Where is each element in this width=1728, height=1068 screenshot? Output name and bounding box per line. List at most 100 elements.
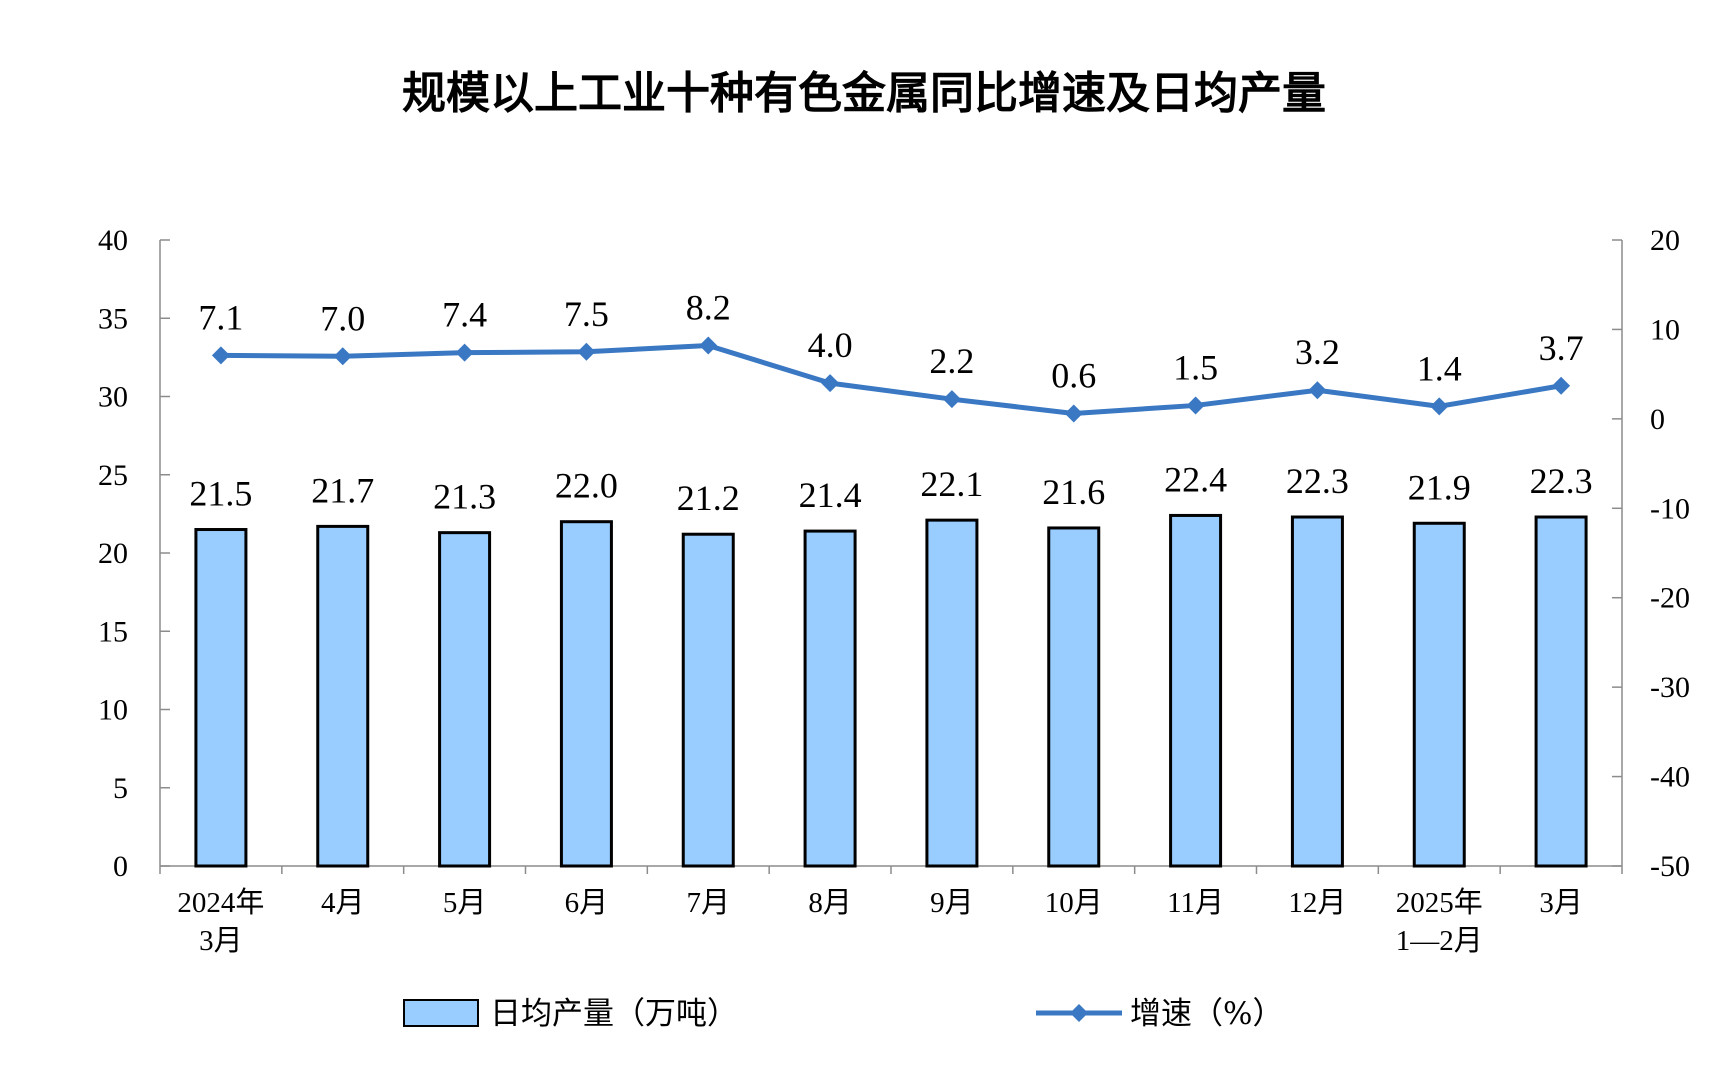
bar — [1169, 513, 1223, 868]
data-labels: 21.5 21.7 21.3 22.0 21.2 21.4 22.1 21.6 22.4 22.3… — [189, 288, 1592, 519]
bar-value-label: 21.9 — [1408, 467, 1471, 507]
right-axis-tick-label: 0 — [1650, 403, 1665, 436]
right-axis-tick-label: -50 — [1650, 850, 1690, 883]
right-axis-tick-label: -20 — [1650, 582, 1690, 615]
legend-bar-label: 日均产量（万吨） — [490, 996, 738, 1032]
line-value-label: 4.0 — [808, 325, 853, 365]
x-axis-category-line: 3月 — [199, 925, 243, 957]
left-axis-tick-label: 40 — [98, 224, 128, 257]
line-value-label: 3.2 — [1295, 332, 1340, 372]
line-value-label: 7.5 — [564, 294, 609, 334]
x-axis-category-line: 1—2月 — [1396, 925, 1483, 957]
x-axis-category-label: 6月 — [565, 887, 609, 919]
line-point-marker — [699, 336, 718, 355]
left-axis-tick-label: 0 — [113, 850, 128, 883]
bar-value-label: 21.2 — [677, 478, 740, 518]
line-series — [211, 336, 1571, 423]
x-axis-category-line: 4月 — [321, 887, 365, 919]
x-axis-category-label: 4月 — [321, 887, 365, 919]
line-point-marker — [821, 374, 840, 393]
right-axis-tick-label: -30 — [1650, 671, 1690, 704]
x-axis-category-label: 2024年 3月 — [177, 886, 264, 957]
bar-value-label: 21.6 — [1042, 472, 1105, 512]
x-axis-category-line: 10月 — [1045, 887, 1103, 919]
legend: 日均产量（万吨） 增速（%） — [403, 996, 1283, 1032]
bar — [316, 524, 370, 868]
x-axis-category-line: 9月 — [930, 887, 974, 919]
line-point-marker — [211, 346, 230, 365]
bar-value-label: 21.7 — [311, 470, 374, 510]
line-point-marker — [1186, 396, 1205, 415]
x-axis-category-label: 5月 — [443, 887, 487, 919]
x-axis-category-label: 12月 — [1288, 887, 1346, 919]
bar-series — [194, 513, 1588, 868]
bar — [438, 531, 492, 868]
axes: 0 5 10 15 20 25 30 35 40 -50 -40 -30 -20 -10 0 10 20 2024… — [98, 224, 1690, 957]
line-value-label: 0.6 — [1051, 355, 1096, 395]
line-value-label: 3.7 — [1539, 328, 1584, 368]
x-axis-category-line: 2024年 — [177, 886, 264, 919]
growth-line — [220, 343, 1562, 416]
left-axis-tick-label: 10 — [98, 694, 128, 727]
line-value-label: 1.5 — [1173, 347, 1218, 387]
line-value-label: 7.4 — [442, 295, 487, 335]
right-axis-tick-label: -40 — [1650, 761, 1690, 794]
legend-line-marker — [1070, 1004, 1088, 1022]
line-value-label: 2.2 — [929, 341, 974, 381]
x-axis-category-line: 6月 — [565, 887, 609, 919]
x-axis-category-label: 10月 — [1045, 887, 1103, 919]
x-axis-category-line: 11月 — [1167, 887, 1224, 919]
left-axis-tick-label: 30 — [98, 381, 128, 414]
line-point-marker — [577, 342, 596, 361]
bar — [925, 518, 979, 868]
right-axis-tick-label: -10 — [1650, 492, 1690, 525]
line-value-label: 8.2 — [686, 288, 731, 328]
line-point-marker — [455, 343, 474, 362]
bar — [803, 529, 857, 868]
left-axis-tick-label: 15 — [98, 615, 128, 648]
line-value-label: 7.1 — [198, 297, 243, 337]
chart-title: 规模以上工业十种有色金属同比增速及日均产量 — [402, 68, 1326, 119]
bar — [559, 520, 613, 868]
line-point-marker — [333, 347, 352, 366]
bar-value-label: 21.4 — [799, 475, 862, 515]
line-point-marker — [942, 390, 961, 409]
legend-line-label: 增速（%） — [1130, 996, 1283, 1032]
line-point-marker — [1552, 376, 1571, 395]
line-point-marker — [1308, 381, 1327, 400]
bar-value-label: 21.3 — [433, 477, 496, 517]
x-axis-category-label: 11月 — [1167, 887, 1224, 919]
line-point-marker — [1430, 397, 1449, 416]
line-value-label: 1.4 — [1417, 348, 1462, 388]
x-axis-category-line: 12月 — [1288, 887, 1346, 919]
line-point-marker — [1064, 404, 1083, 423]
bar-value-label: 22.3 — [1530, 461, 1593, 501]
left-axis-tick-label: 20 — [98, 537, 128, 570]
left-axis-tick-label: 25 — [98, 459, 128, 492]
bar — [1290, 515, 1344, 868]
bar — [194, 528, 248, 868]
x-axis-category-line: 5月 — [443, 887, 487, 919]
bar — [681, 532, 735, 868]
x-axis-category-line: 2025年 — [1396, 886, 1483, 919]
x-axis-category-label: 7月 — [686, 887, 730, 919]
bar-value-label: 22.3 — [1286, 461, 1349, 501]
x-axis-category-label: 3月 — [1539, 887, 1583, 919]
right-axis-tick-label: 10 — [1650, 313, 1680, 346]
right-axis-tick-label: 20 — [1650, 224, 1680, 257]
x-axis-category-line: 7月 — [686, 887, 730, 919]
x-axis-category-line: 8月 — [808, 887, 852, 919]
x-axis-category-label: 9月 — [930, 887, 974, 919]
x-axis-category-label: 2025年 1—2月 — [1396, 886, 1483, 957]
bar-value-label: 22.0 — [555, 466, 618, 506]
bar — [1047, 526, 1101, 868]
x-axis-category-line: 3月 — [1539, 887, 1583, 919]
bar-value-label: 22.1 — [920, 464, 983, 504]
bar-value-label: 22.4 — [1164, 459, 1227, 499]
bar — [1534, 515, 1588, 868]
bar-value-label: 21.5 — [189, 474, 252, 514]
x-axis-category-label: 8月 — [808, 887, 852, 919]
left-axis-tick-label: 5 — [113, 772, 128, 805]
legend-bar-swatch — [403, 999, 479, 1027]
